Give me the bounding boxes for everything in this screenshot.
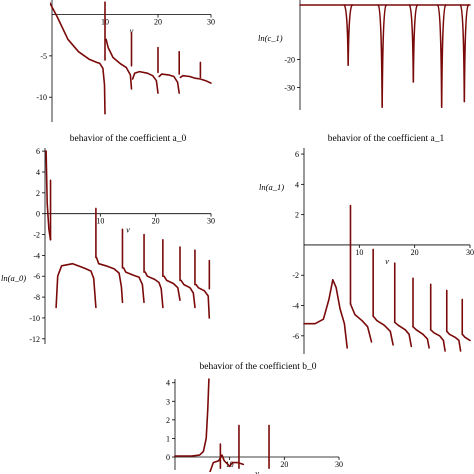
series-branch-1 (349, 303, 373, 343)
plot-area (299, 4, 471, 108)
y-tick-label: -10 (36, 93, 47, 102)
y-tick-label: 2 (166, 416, 170, 425)
x-tick-label: 20 (280, 460, 288, 469)
dip-2 (408, 4, 419, 83)
series-branch-2 (95, 256, 124, 304)
series-branch-0 (303, 279, 348, 349)
chart-panel-3: behavior of the coefficient a_1 10 20 30 v 6 4… (259, 133, 474, 354)
series-branch-2 (131, 70, 159, 94)
x-tick-label: 10 (226, 460, 234, 469)
x-tick-label: 20 (154, 18, 162, 27)
plot-area (50, 1, 212, 115)
y-axis-label: ln(a_1) (259, 182, 284, 192)
series-branch-5 (163, 275, 181, 301)
y-tick-label: 0 (36, 210, 40, 219)
y-tick-label: -4 (292, 302, 299, 311)
series-branch-0 (45, 150, 52, 241)
series-branch-6 (446, 330, 462, 352)
series-branch-3 (122, 267, 145, 304)
x-axis-label: v (255, 468, 259, 474)
plot-area (174, 378, 270, 472)
x-tick-label: 20 (152, 217, 160, 226)
y-tick-label: -6 (33, 272, 40, 281)
y-tick-label: 2 (36, 189, 40, 198)
x-axis-label: v (130, 26, 134, 36)
y-tick-label: 4 (36, 168, 40, 177)
series-branch-2 (372, 315, 394, 346)
y-tick-label: 0 (166, 453, 170, 462)
series-branch-4 (412, 325, 430, 349)
x-axis-label: v (126, 225, 130, 235)
chart-title: behavior of the coefficient b_0 (200, 361, 317, 372)
y-tick-label: 4 (295, 180, 299, 189)
y-tick-label: 6 (295, 150, 299, 159)
y-axis-label: ln(c_1) (258, 33, 283, 43)
series-branch-3 (393, 321, 413, 348)
y-tick-label: 3 (166, 397, 170, 406)
y-tick-label: 4 (166, 379, 170, 388)
y-tick-label: -8 (33, 293, 40, 302)
y-tick-label: -2 (292, 271, 299, 280)
x-tick-label: 30 (207, 217, 215, 226)
y-tick-label: -30 (284, 84, 295, 93)
dip-1 (377, 4, 387, 108)
x-tick-label: 30 (207, 18, 215, 27)
x-axis-label: v (385, 256, 389, 266)
dip-4 (459, 4, 470, 103)
chart-panel-1: -20 -30 ln(c_1) (258, 0, 471, 110)
series-branch-5 (429, 329, 446, 352)
plot-area (45, 150, 211, 319)
series-branch-3 (228, 461, 245, 468)
y-tick-label: -2 (33, 231, 40, 240)
dip-3 (436, 4, 447, 108)
series-branch-7 (461, 333, 471, 342)
chart-panel-2: behavior of the coefficient a_010 20 30v64… (1, 133, 215, 344)
chart-panel-0: 10 20 30v-5-10 (36, 0, 215, 122)
y-tick-label: -6 (292, 332, 299, 341)
series-branch-3 (158, 73, 180, 94)
series-branch-0 (174, 378, 210, 457)
chart-title: behavior of the coefficient a_1 (328, 133, 445, 144)
y-tick-label: -4 (33, 251, 40, 260)
y-tick-label: -20 (284, 56, 295, 65)
x-tick-label: 10 (355, 248, 363, 257)
chart-title: behavior of the coefficient a_0 (70, 133, 187, 144)
series-branch-1 (105, 38, 133, 90)
x-tick-label: 10 (96, 217, 104, 226)
y-tick-label: -10 (29, 314, 40, 323)
series-branch-4 (144, 271, 164, 309)
y-tick-label: -5 (40, 52, 47, 61)
series-branch-6 (180, 279, 196, 309)
y-axis-label: ln(a_0) (1, 273, 26, 283)
y-tick-label: 1 (166, 434, 170, 443)
chart-panel-4: behavior of the coefficient b_010 20 30v43… (166, 361, 343, 474)
dip-0 (343, 4, 353, 66)
y-tick-label: -12 (29, 335, 40, 344)
x-tick-label: 30 (466, 248, 474, 257)
series-branch-1 (55, 262, 97, 309)
series-branch-1 (209, 459, 220, 472)
y-tick-label: 2 (295, 211, 299, 220)
x-tick-label: 20 (411, 248, 419, 257)
series-branch-4 (179, 74, 212, 84)
plot-area (303, 204, 471, 352)
y-tick-label: 6 (36, 147, 40, 156)
x-tick-label: 30 (335, 460, 343, 469)
series-branch-7 (195, 283, 211, 319)
series-branch-0 (50, 1, 106, 115)
